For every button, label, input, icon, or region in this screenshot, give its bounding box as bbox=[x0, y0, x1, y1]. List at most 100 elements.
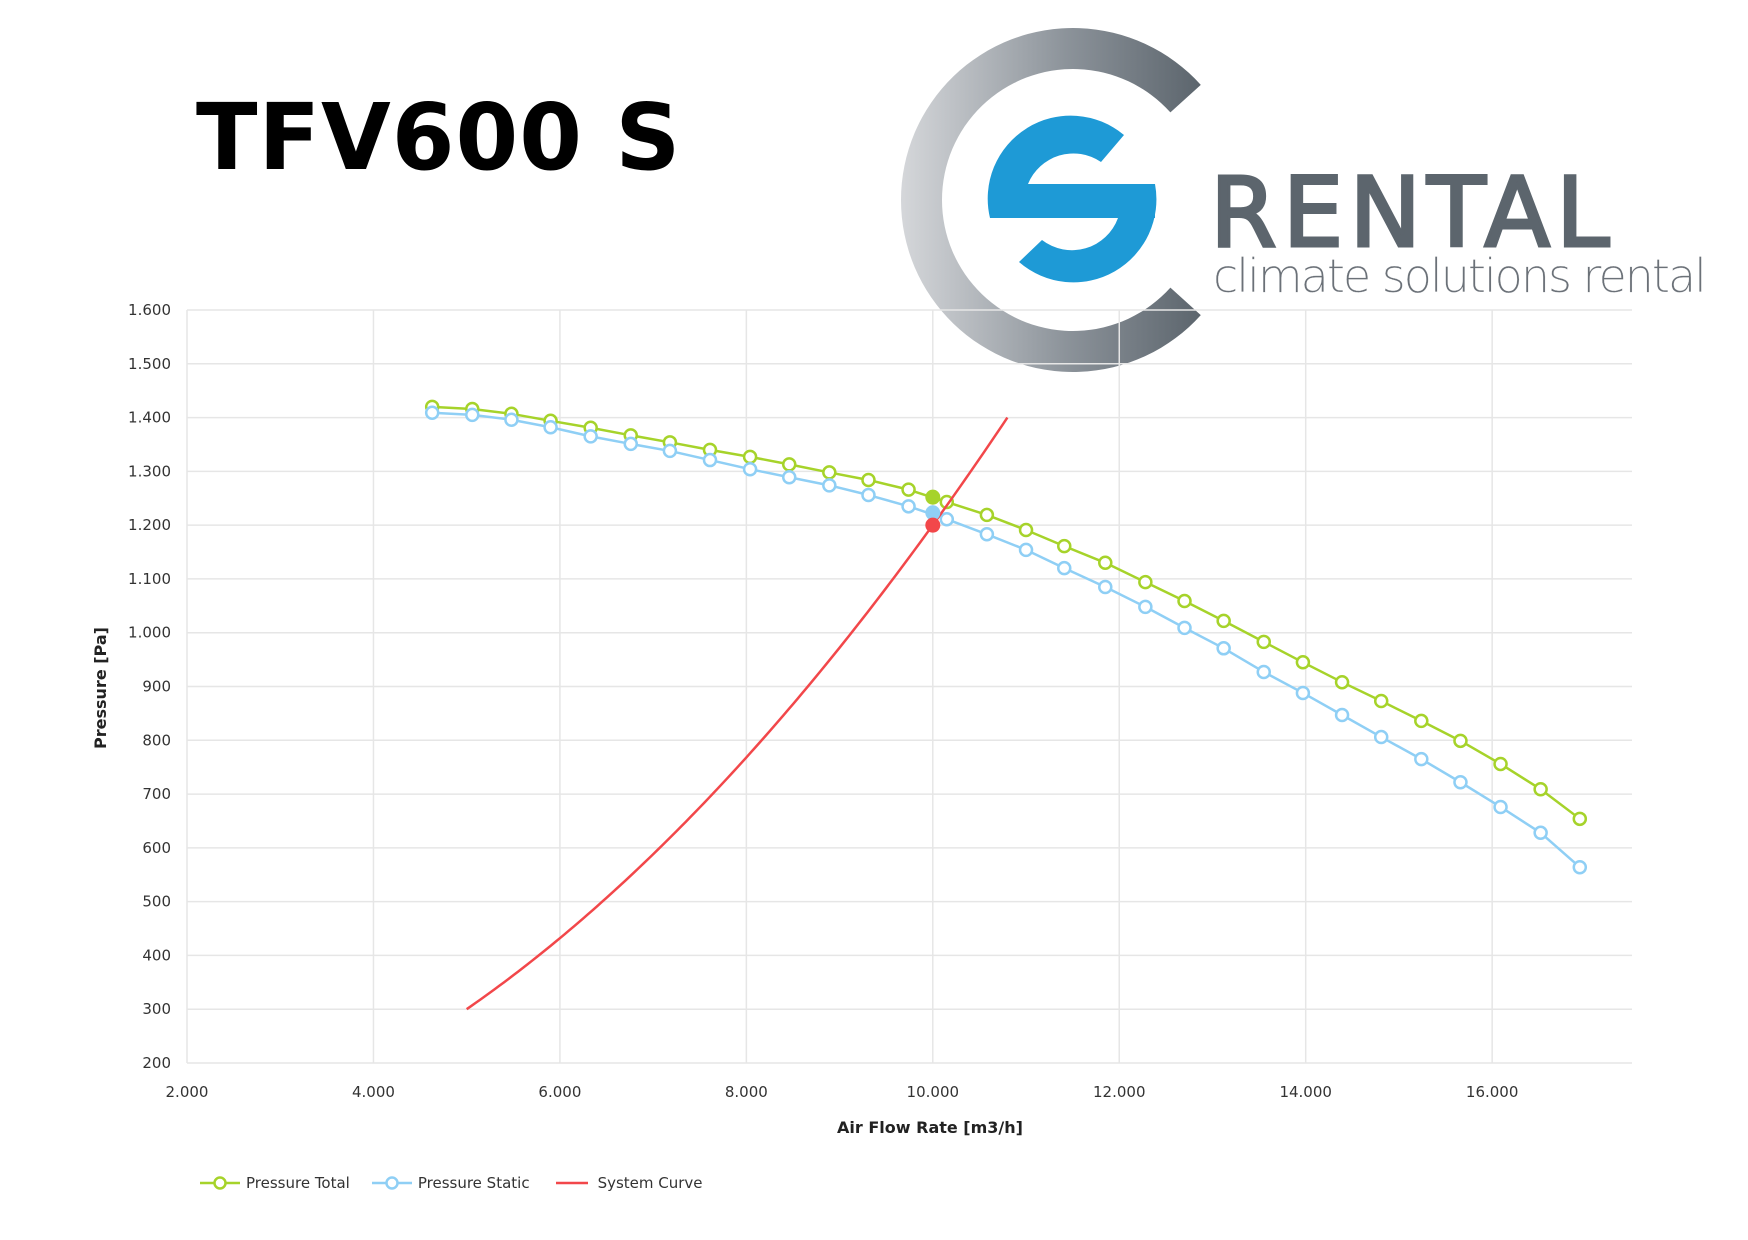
legend-label: Pressure Static bbox=[417, 1174, 530, 1192]
y-tick-label: 200 bbox=[142, 1054, 171, 1072]
operating-point-system[interactable] bbox=[925, 517, 941, 533]
x-tick-label: 4.000 bbox=[352, 1083, 395, 1101]
y-tick-label: 1.300 bbox=[128, 462, 171, 480]
data-point-marker[interactable] bbox=[1216, 613, 1231, 629]
data-point-marker[interactable] bbox=[1057, 538, 1072, 554]
data-point-marker[interactable] bbox=[504, 412, 519, 427]
data-point-marker[interactable] bbox=[1533, 825, 1548, 841]
legend-label: Pressure Total bbox=[246, 1174, 350, 1192]
x-tick-label: 12.000 bbox=[1093, 1083, 1146, 1101]
series-pressure-total bbox=[424, 399, 1588, 827]
data-point-marker[interactable] bbox=[1138, 574, 1153, 590]
data-point-marker[interactable] bbox=[1138, 599, 1153, 615]
y-tick-label: 1.500 bbox=[128, 355, 171, 373]
y-tick-label: 500 bbox=[142, 893, 171, 911]
y-tick-label: 1.000 bbox=[128, 624, 171, 642]
x-axis-title: Air Flow Rate [m3/h] bbox=[837, 1118, 1023, 1137]
s-letter-icon bbox=[987, 115, 1157, 283]
series-line bbox=[465, 416, 1009, 1011]
series-line bbox=[432, 411, 1581, 869]
y-tick-label: 300 bbox=[142, 1000, 171, 1018]
operating-point-static[interactable] bbox=[925, 505, 941, 521]
y-tick-label: 1.600 bbox=[128, 301, 171, 319]
data-point-marker[interactable] bbox=[1572, 811, 1588, 827]
data-point-marker[interactable] bbox=[822, 465, 837, 480]
x-tick-label: 14.000 bbox=[1279, 1083, 1332, 1101]
x-tick-label: 8.000 bbox=[725, 1083, 768, 1101]
data-point-marker[interactable] bbox=[543, 420, 558, 435]
data-point-marker[interactable] bbox=[1334, 674, 1350, 690]
data-point-marker[interactable] bbox=[901, 499, 916, 514]
data-point-marker[interactable] bbox=[1453, 733, 1468, 749]
data-point-marker[interactable] bbox=[939, 511, 955, 527]
data-point-marker[interactable] bbox=[979, 507, 995, 523]
data-point-marker[interactable] bbox=[742, 449, 758, 465]
x-tick-label: 16.000 bbox=[1466, 1083, 1519, 1101]
line-marker-icon bbox=[555, 1181, 588, 1185]
data-point-marker[interactable] bbox=[781, 457, 797, 472]
data-point-marker[interactable] bbox=[861, 487, 876, 503]
data-point-marker[interactable] bbox=[424, 405, 440, 420]
c-arc-icon bbox=[900, 27, 1201, 372]
data-point-marker[interactable] bbox=[623, 436, 639, 452]
y-tick-label: 900 bbox=[142, 678, 171, 696]
page-title: TFV600 S bbox=[196, 84, 682, 191]
data-point-marker[interactable] bbox=[1018, 542, 1034, 558]
data-point-marker[interactable] bbox=[1493, 756, 1508, 772]
legend-item-pressure-total[interactable]: Pressure Total bbox=[200, 1174, 350, 1192]
chart-legend: Pressure Total Pressure Static System Cu… bbox=[200, 1174, 703, 1192]
series-pressure-static bbox=[424, 405, 1588, 875]
y-tick-label: 400 bbox=[142, 946, 171, 964]
data-point-marker[interactable] bbox=[822, 478, 837, 493]
open-circle-marker-icon bbox=[371, 1176, 412, 1190]
legend-item-system-curve[interactable]: System Curve bbox=[552, 1174, 703, 1192]
data-point-marker[interactable] bbox=[1453, 774, 1468, 790]
data-point-marker[interactable] bbox=[1493, 799, 1508, 815]
data-point-marker[interactable] bbox=[1295, 685, 1311, 701]
logo-tagline: climate solutions rental bbox=[1213, 249, 1707, 303]
data-point-marker[interactable] bbox=[1373, 693, 1389, 709]
data-point-marker[interactable] bbox=[465, 407, 480, 423]
series-system-curve bbox=[465, 416, 1009, 1011]
data-point-marker[interactable] bbox=[1177, 620, 1192, 636]
data-point-marker[interactable] bbox=[1177, 593, 1192, 609]
data-point-marker[interactable] bbox=[662, 443, 678, 459]
legend-item-pressure-static[interactable]: Pressure Static bbox=[371, 1174, 530, 1192]
chart-grid bbox=[186, 309, 1632, 1064]
data-point-marker[interactable] bbox=[1018, 522, 1034, 538]
y-axis-title: Pressure [Pa] bbox=[91, 627, 110, 749]
operating-point-markers bbox=[925, 489, 941, 533]
data-point-marker[interactable] bbox=[1334, 707, 1350, 723]
data-point-marker[interactable] bbox=[742, 461, 758, 477]
y-tick-label: 600 bbox=[142, 839, 171, 857]
data-point-marker[interactable] bbox=[939, 494, 955, 510]
data-point-marker[interactable] bbox=[1533, 781, 1548, 797]
data-point-marker[interactable] bbox=[1256, 634, 1272, 650]
data-point-marker[interactable] bbox=[901, 482, 916, 497]
data-point-marker[interactable] bbox=[781, 470, 797, 485]
data-point-marker[interactable] bbox=[1256, 664, 1272, 680]
x-tick-label: 6.000 bbox=[538, 1083, 581, 1101]
data-point-marker[interactable] bbox=[1414, 713, 1429, 729]
data-point-marker[interactable] bbox=[1057, 560, 1072, 576]
data-point-marker[interactable] bbox=[583, 429, 598, 444]
data-point-marker[interactable] bbox=[1414, 751, 1429, 767]
y-tick-label: 1.400 bbox=[128, 409, 171, 427]
x-axis-ticks: 2.000 4.000 6.000 8.000 10.000 12.000 14.000 16… bbox=[166, 1083, 1519, 1101]
data-point-marker[interactable] bbox=[1216, 641, 1231, 656]
y-tick-label: 700 bbox=[142, 785, 171, 803]
operating-point-total[interactable] bbox=[925, 489, 941, 505]
y-tick-label: 1.100 bbox=[128, 570, 171, 588]
cs-rental-logo bbox=[900, 27, 1201, 372]
data-point-marker[interactable] bbox=[1098, 555, 1113, 571]
data-point-marker[interactable] bbox=[979, 527, 995, 542]
data-point-marker[interactable] bbox=[1373, 729, 1389, 745]
data-point-marker[interactable] bbox=[1572, 859, 1588, 875]
chart-series bbox=[424, 399, 1588, 1011]
data-point-marker[interactable] bbox=[861, 472, 876, 488]
data-point-marker[interactable] bbox=[702, 452, 718, 468]
data-point-marker[interactable] bbox=[1098, 579, 1113, 595]
data-point-marker[interactable] bbox=[1295, 655, 1311, 670]
open-circle-marker-icon bbox=[200, 1176, 240, 1190]
